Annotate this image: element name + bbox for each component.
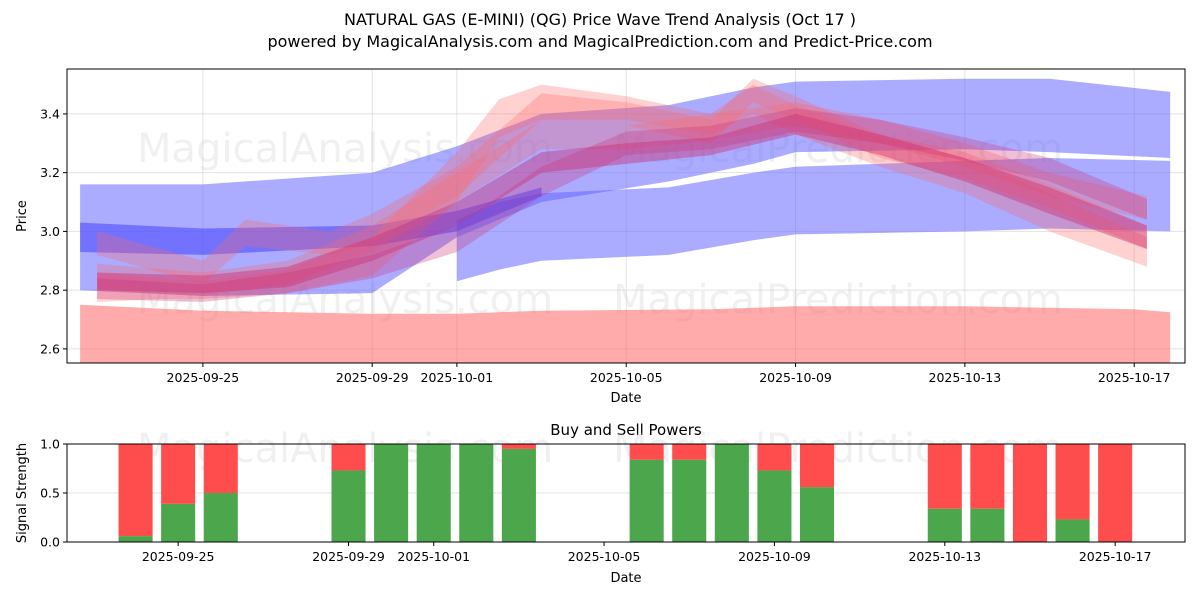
sell-power-bar	[204, 444, 238, 493]
chart-subtitle: powered by MagicalAnalysis.com and Magic…	[267, 32, 932, 51]
signal-x-tick-label: 2025-10-05	[568, 549, 641, 564]
sell-power-bar	[928, 444, 962, 509]
buy-power-bar	[970, 509, 1004, 542]
sell-power-bar	[630, 444, 664, 460]
buy-power-bar	[374, 444, 408, 542]
price-x-axis-label: Date	[610, 391, 641, 406]
signal-x-axis-label: Date	[610, 571, 641, 586]
buy-power-bar	[331, 470, 365, 542]
buy-power-bar	[502, 449, 536, 542]
sell-power-bar	[502, 444, 536, 449]
signal-x-tick-label: 2025-10-13	[908, 549, 981, 564]
price-x-tick-label: 2025-09-29	[336, 370, 409, 385]
buy-power-bar	[928, 509, 962, 542]
price-y-axis-label: Price	[15, 200, 30, 232]
sell-power-bar	[119, 444, 153, 536]
sell-power-bar	[331, 444, 365, 470]
sell-power-bar	[1056, 444, 1090, 519]
signal-x-tick-label: 2025-10-01	[397, 549, 470, 564]
sell-power-bar	[672, 444, 706, 460]
sell-power-bar	[161, 444, 195, 504]
sell-power-bar	[757, 444, 791, 470]
signal-x-tick-label: 2025-09-29	[312, 549, 385, 564]
price-y-tick-label: 3.2	[40, 165, 60, 180]
buy-sell-panel: Buy and Sell Powers MagicalAnalysis.com …	[15, 421, 1185, 586]
price-x-tick-label: 2025-10-17	[1098, 370, 1171, 385]
price-y-tick-label: 2.8	[40, 283, 60, 298]
signal-x-tick-label: 2025-10-17	[1079, 549, 1152, 564]
price-x-tick-label: 2025-09-25	[167, 370, 240, 385]
buy-power-bar	[757, 470, 791, 542]
buy-power-bar	[204, 493, 238, 542]
buy-power-bar	[161, 504, 195, 542]
sell-power-bar	[1013, 444, 1047, 542]
signal-y-tick-label: 0.0	[40, 535, 60, 550]
chart-title: NATURAL GAS (E-MINI) (QG) Price Wave Tre…	[344, 10, 856, 29]
signal-y-tick-label: 1.0	[40, 437, 60, 452]
price-wave-panel: MagicalAnalysis.com MagicalPrediction.co…	[15, 69, 1185, 406]
price-x-tick-label: 2025-10-09	[759, 370, 832, 385]
sell-power-bar	[970, 444, 1004, 509]
buy-power-bar	[1056, 519, 1090, 542]
sell-power-bar	[1098, 444, 1132, 542]
support-band	[80, 305, 1170, 367]
sell-power-bar	[800, 444, 834, 487]
signal-y-tick-label: 0.5	[40, 486, 60, 501]
buy-power-bar	[715, 444, 749, 542]
price-y-tick-label: 3.0	[40, 224, 60, 239]
price-y-tick-label: 3.4	[40, 106, 60, 121]
price-bands	[80, 79, 1170, 367]
buy-power-bar	[630, 460, 664, 542]
signal-x-tick-label: 2025-10-09	[738, 549, 811, 564]
price-x-tick-label: 2025-10-05	[590, 370, 663, 385]
signal-x-tick-label: 2025-09-25	[142, 549, 215, 564]
buy-power-bar	[119, 536, 153, 542]
signal-y-axis-label: Signal Strength	[15, 443, 30, 543]
buy-power-bar	[459, 444, 493, 542]
price-y-tick-label: 2.6	[40, 341, 60, 356]
buy-power-bar	[672, 460, 706, 542]
buy-power-bar	[800, 487, 834, 542]
chart-figure: NATURAL GAS (E-MINI) (QG) Price Wave Tre…	[0, 0, 1200, 600]
price-x-tick-label: 2025-10-13	[929, 370, 1002, 385]
buy-power-bar	[417, 444, 451, 542]
price-x-tick-label: 2025-10-01	[421, 370, 494, 385]
